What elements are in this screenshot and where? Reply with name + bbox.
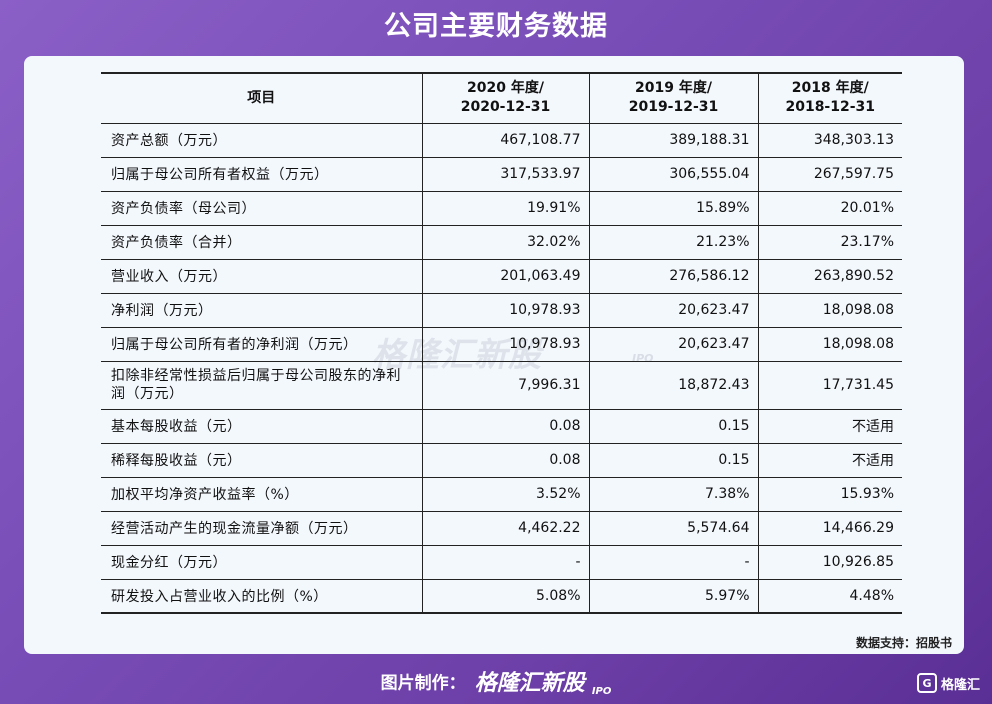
- value-2018: 14,466.29: [758, 511, 902, 546]
- footer-brand: 格隆汇新股: [474, 671, 585, 696]
- footer-ipo: IPO: [591, 686, 612, 697]
- value-2019: 276,586.12: [589, 259, 759, 294]
- table-row: 净利润（万元） 10,978.93 20,623.47 18,098.08: [101, 293, 902, 328]
- row-label: 资产负债率（合并）: [101, 225, 423, 260]
- row-label: 资产负债率（母公司）: [101, 191, 423, 226]
- value-2018: 不适用: [758, 409, 902, 444]
- header-2018: 2018 年度/2018-12-31: [758, 72, 902, 124]
- value-2018: 18,098.08: [758, 293, 902, 328]
- value-2019: -: [589, 545, 759, 580]
- value-2020: 0.08: [422, 443, 590, 478]
- value-2019: 389,188.31: [589, 123, 759, 158]
- value-2020: 10,978.93: [422, 327, 590, 362]
- value-2018: 18,098.08: [758, 327, 902, 362]
- value-2020: 467,108.77: [422, 123, 590, 158]
- value-2019: 5,574.64: [589, 511, 759, 546]
- value-2019: 18,872.43: [589, 361, 759, 410]
- value-2018: 348,303.13: [758, 123, 902, 158]
- table-row: 经营活动产生的现金流量净额（万元） 4,462.22 5,574.64 14,466.…: [101, 511, 902, 546]
- table-row: 资产负债率（母公司） 19.91% 15.89% 20.01%: [101, 191, 902, 226]
- header-2019: 2019 年度/2019-12-31: [589, 72, 759, 124]
- value-2020: 5.08%: [422, 579, 590, 614]
- row-label: 经营活动产生的现金流量净额（万元）: [101, 511, 423, 546]
- value-2020: 317,533.97: [422, 157, 590, 192]
- table-row: 扣除非经常性损益后归属于母公司股东的净利润（万元） 7,996.31 18,872.…: [101, 361, 902, 410]
- table-row: 基本每股收益（元） 0.08 0.15 不适用: [101, 409, 902, 444]
- value-2020: 10,978.93: [422, 293, 590, 328]
- value-2019: 20,623.47: [589, 327, 759, 362]
- row-label: 净利润（万元）: [101, 293, 423, 328]
- value-2018: 4.48%: [758, 579, 902, 614]
- table-row: 归属于母公司所有者的净利润（万元） 10,978.93 20,623.47 18,09…: [101, 327, 902, 362]
- value-2020: 3.52%: [422, 477, 590, 512]
- value-2018: 17,731.45: [758, 361, 902, 410]
- table-row: 加权平均净资产收益率（%） 3.52% 7.38% 15.93%: [101, 477, 902, 512]
- corner-logo: G 格隆汇: [916, 673, 980, 693]
- value-2019: 7.38%: [589, 477, 759, 512]
- value-2019: 15.89%: [589, 191, 759, 226]
- value-2019: 21.23%: [589, 225, 759, 260]
- value-2019: 5.97%: [589, 579, 759, 614]
- table-row: 营业收入（万元） 201,063.49 276,586.12 263,890.52: [101, 259, 902, 294]
- row-label: 扣除非经常性损益后归属于母公司股东的净利润（万元）: [101, 361, 423, 410]
- header-2020: 2020 年度/2020-12-31: [422, 72, 590, 124]
- value-2020: -: [422, 545, 590, 580]
- row-label: 资产总额（万元）: [101, 123, 423, 158]
- value-2020: 0.08: [422, 409, 590, 444]
- logo-icon: G: [916, 673, 937, 693]
- value-2018: 15.93%: [758, 477, 902, 512]
- row-label: 加权平均净资产收益率（%）: [101, 477, 423, 512]
- value-2019: 306,555.04: [589, 157, 759, 192]
- value-2020: 201,063.49: [422, 259, 590, 294]
- value-2018: 263,890.52: [758, 259, 902, 294]
- table-row: 资产总额（万元） 467,108.77 389,188.31 348,303.13: [101, 123, 902, 158]
- table-row: 稀释每股收益（元） 0.08 0.15 不适用: [101, 443, 902, 478]
- table-row: 现金分红（万元） - -10,926.85: [101, 545, 902, 580]
- row-label: 归属于母公司所有者的净利润（万元）: [101, 327, 423, 362]
- value-2020: 19.91%: [422, 191, 590, 226]
- value-2020: 4,462.22: [422, 511, 590, 546]
- row-label: 稀释每股收益（元）: [101, 443, 423, 478]
- value-2019: 0.15: [589, 409, 759, 444]
- value-2019: 0.15: [589, 443, 759, 478]
- row-label: 归属于母公司所有者权益（万元）: [101, 157, 423, 192]
- financial-data-table: 项目 2020 年度/2020-12-31 2019 年度/2019-12-31…: [101, 72, 902, 614]
- logo-text: 格隆汇: [940, 677, 980, 693]
- value-2020: 7,996.31: [422, 361, 590, 410]
- table-row: 研发投入占营业收入的比例（%） 5.08% 5.97% 4.48%: [101, 579, 902, 614]
- data-source-note: 数据支持：招股书: [855, 636, 952, 650]
- row-label: 营业收入（万元）: [101, 259, 423, 294]
- value-2019: 20,623.47: [589, 293, 759, 328]
- value-2018: 23.17%: [758, 225, 902, 260]
- table-row: 资产负债率（合并） 32.02% 21.23% 23.17%: [101, 225, 902, 260]
- row-label: 基本每股收益（元）: [101, 409, 423, 444]
- value-2020: 32.02%: [422, 225, 590, 260]
- value-2018: 267,597.75: [758, 157, 902, 192]
- row-label: 研发投入占营业收入的比例（%）: [101, 579, 423, 614]
- value-2018: 20.01%: [758, 191, 902, 226]
- header-item: 项目: [101, 72, 423, 124]
- footer-credit: 图片制作：: [380, 673, 466, 694]
- value-2018: 不适用: [758, 443, 902, 478]
- row-label: 现金分红（万元）: [101, 545, 423, 580]
- table-row: 归属于母公司所有者权益（万元） 317,533.97 306,555.04 267,5…: [101, 157, 902, 192]
- footer: 图片制作： 格隆汇新股 IPO: [0, 665, 992, 701]
- page-title: 公司主要财务数据: [384, 11, 608, 42]
- table-header-row: 项目 2020 年度/2020-12-31 2019 年度/2019-12-31…: [101, 72, 902, 124]
- value-2018: 10,926.85: [758, 545, 902, 580]
